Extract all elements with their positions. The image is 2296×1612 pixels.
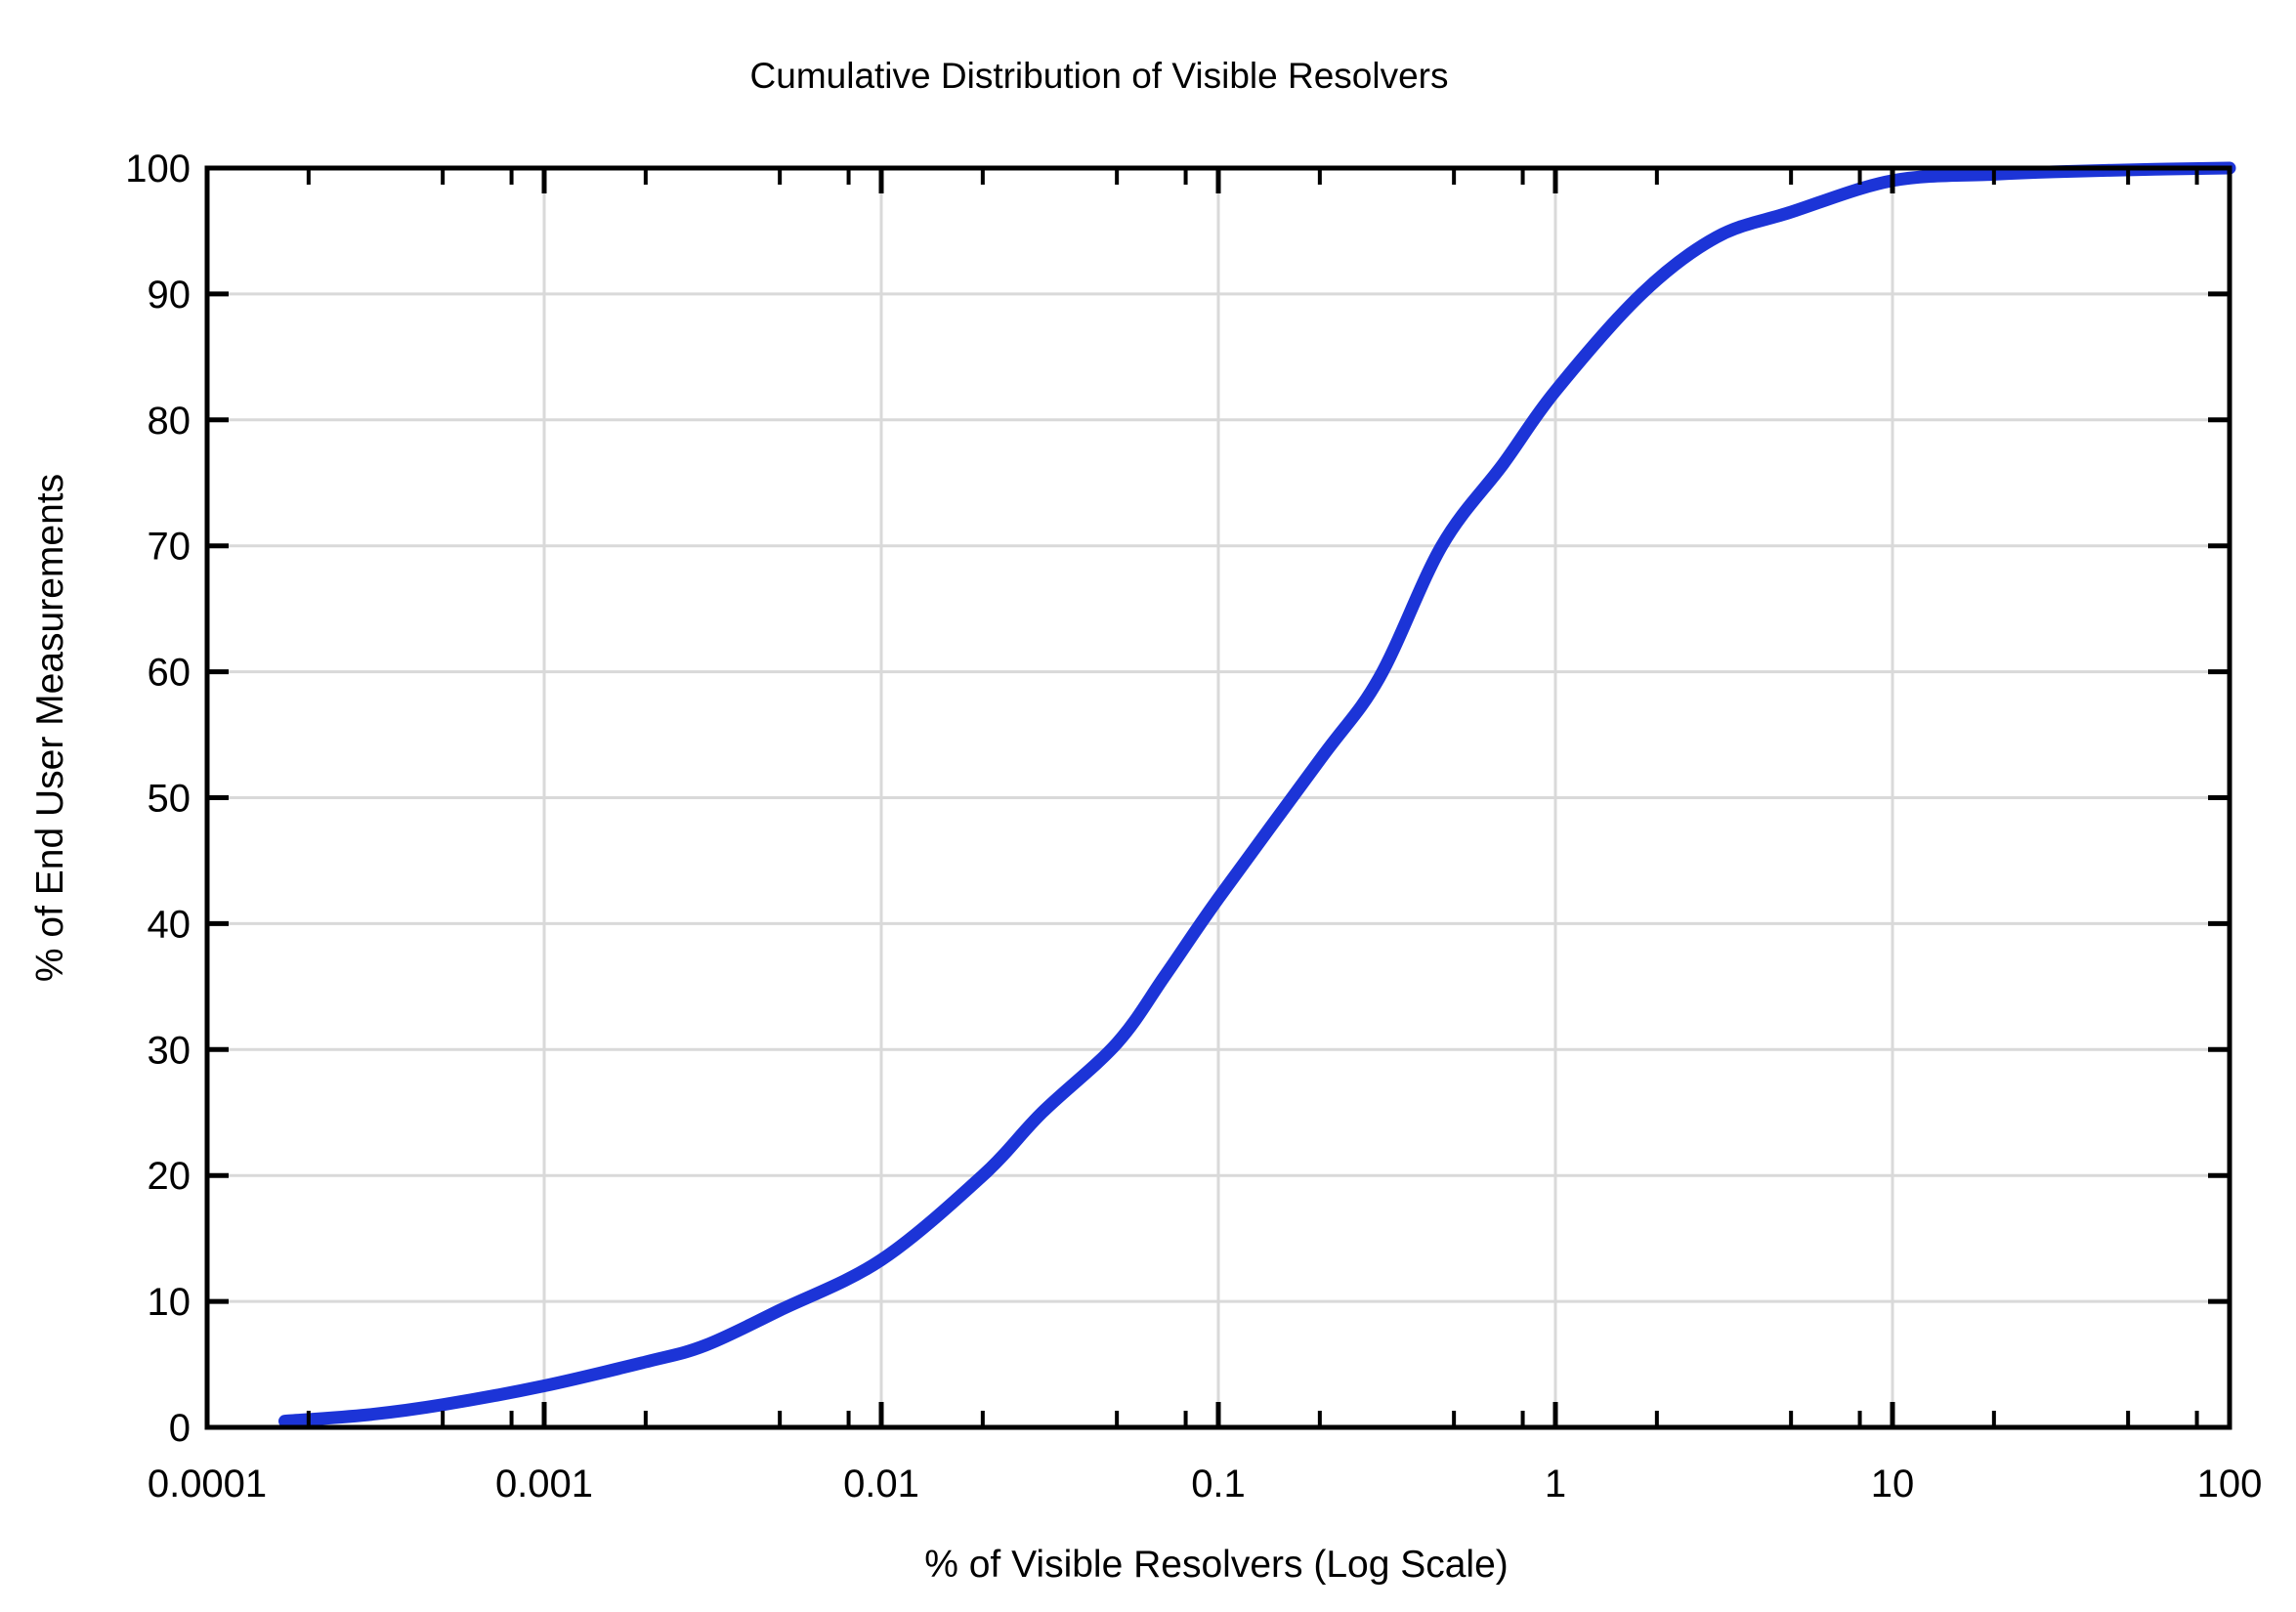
y-tick-label: 90 xyxy=(148,274,191,317)
x-tick-label: 0.0001 xyxy=(148,1463,267,1506)
gridlines xyxy=(207,168,2230,1427)
y-tick-label: 50 xyxy=(148,778,191,821)
y-tick-label: 40 xyxy=(148,903,191,946)
x-tick-label: 100 xyxy=(2197,1463,2263,1506)
y-tick-label: 30 xyxy=(148,1029,191,1072)
x-tick-label: 0.1 xyxy=(1191,1463,1246,1506)
x-axis-title: % of Visible Resolvers (Log Scale) xyxy=(924,1544,1509,1586)
y-tick-label: 70 xyxy=(148,526,191,569)
x-tick-label: 1 xyxy=(1545,1463,1566,1506)
x-tick-label: 0.01 xyxy=(843,1463,919,1506)
data-curve xyxy=(278,161,2236,1428)
y-tick-label: 10 xyxy=(148,1281,191,1324)
x-tick-labels: 0.0001 0.001 0.01 0.1 1 10 100 xyxy=(148,1463,2263,1506)
axis-ticks xyxy=(204,165,2232,1430)
y-tick-label: 60 xyxy=(148,652,191,695)
y-tick-label: 20 xyxy=(148,1155,191,1198)
y-tick-label: 80 xyxy=(148,400,191,443)
x-tick-label: 0.001 xyxy=(495,1463,593,1506)
y-tick-label: 100 xyxy=(125,148,191,191)
chart-title: Cumulative Distribution of Visible Resol… xyxy=(749,56,1449,96)
y-tick-labels: 0 10 20 30 40 50 60 70 80 90 100 xyxy=(125,148,191,1450)
x-tick-label: 10 xyxy=(1871,1463,1915,1506)
y-tick-label: 0 xyxy=(169,1407,191,1450)
